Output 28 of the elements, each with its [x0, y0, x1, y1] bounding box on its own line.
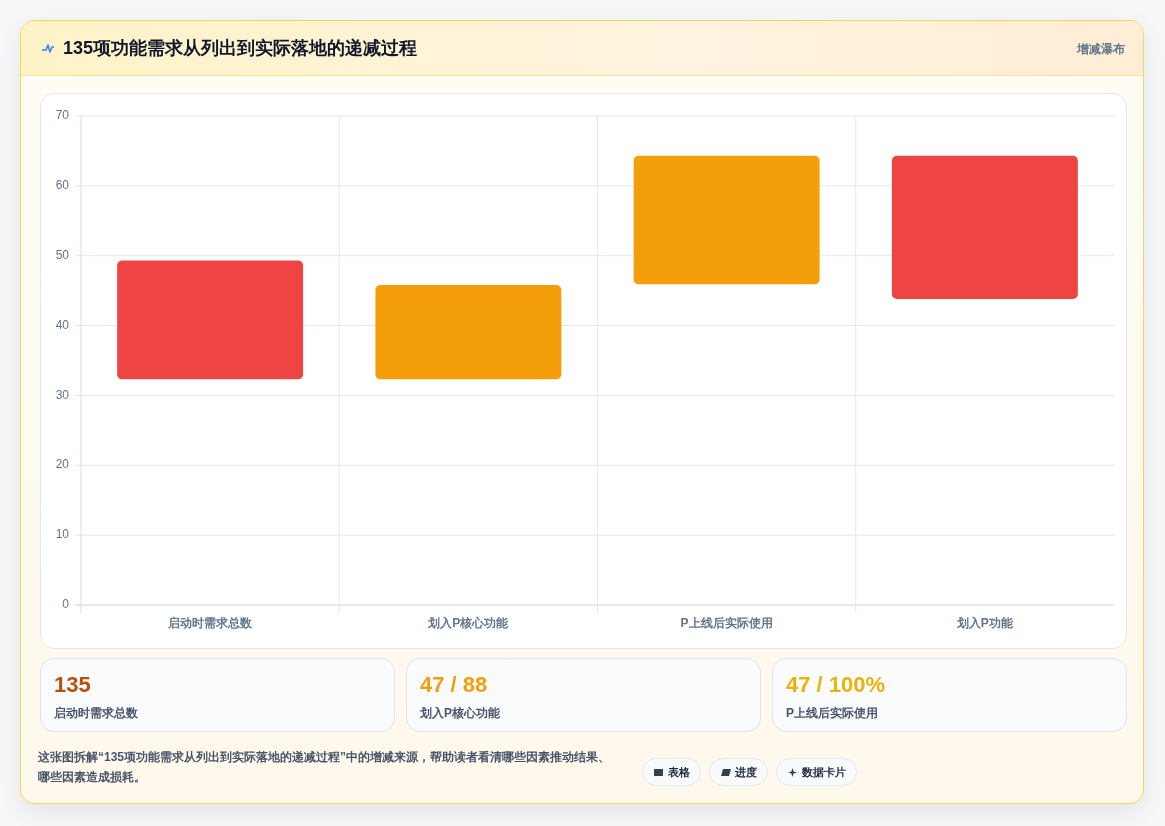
- y-tick-label: 70: [55, 108, 70, 123]
- x-tick-label: 划入P功能: [955, 616, 1014, 631]
- text: 表格: [668, 764, 690, 780]
- text: 数据卡片: [802, 764, 846, 780]
- text: 47 / 88: [420, 672, 488, 698]
- y-tick-label: 40: [55, 317, 70, 332]
- y-tick-label: 0: [62, 597, 70, 612]
- chart-subtitle: 增减瀑布: [1077, 41, 1125, 58]
- y-tick-label: 60: [55, 178, 70, 193]
- text: 47 / 100%: [786, 672, 886, 698]
- text: 启动时需求总数: [54, 705, 138, 722]
- text: 进度: [735, 764, 757, 780]
- text: 135: [54, 672, 91, 698]
- bar: [891, 155, 1078, 300]
- bar: [117, 260, 304, 380]
- x-tick-label: P上线后实际使用: [680, 616, 773, 631]
- bar: [375, 285, 562, 380]
- chart-title: 135项功能需求从列出到实际落地的递减过程: [63, 37, 418, 60]
- bar: [633, 155, 820, 285]
- text: P上线后实际使用: [786, 705, 879, 722]
- text: 这张图拆解“135项功能需求从列出到实际落地的递减过程”中的增减来源，帮助读者看清哪些因素推动结果、哪些因素造成损耗。: [38, 749, 612, 786]
- x-tick-label: 启动时需求总数: [167, 616, 254, 631]
- y-tick-label: 30: [55, 387, 70, 402]
- y-tick-label: 10: [55, 527, 70, 542]
- x-tick-label: 划入P核心功能: [427, 616, 510, 631]
- text: 划入P核心功能: [420, 705, 501, 722]
- y-tick-label: 50: [55, 247, 70, 262]
- y-tick-label: 20: [55, 457, 70, 472]
